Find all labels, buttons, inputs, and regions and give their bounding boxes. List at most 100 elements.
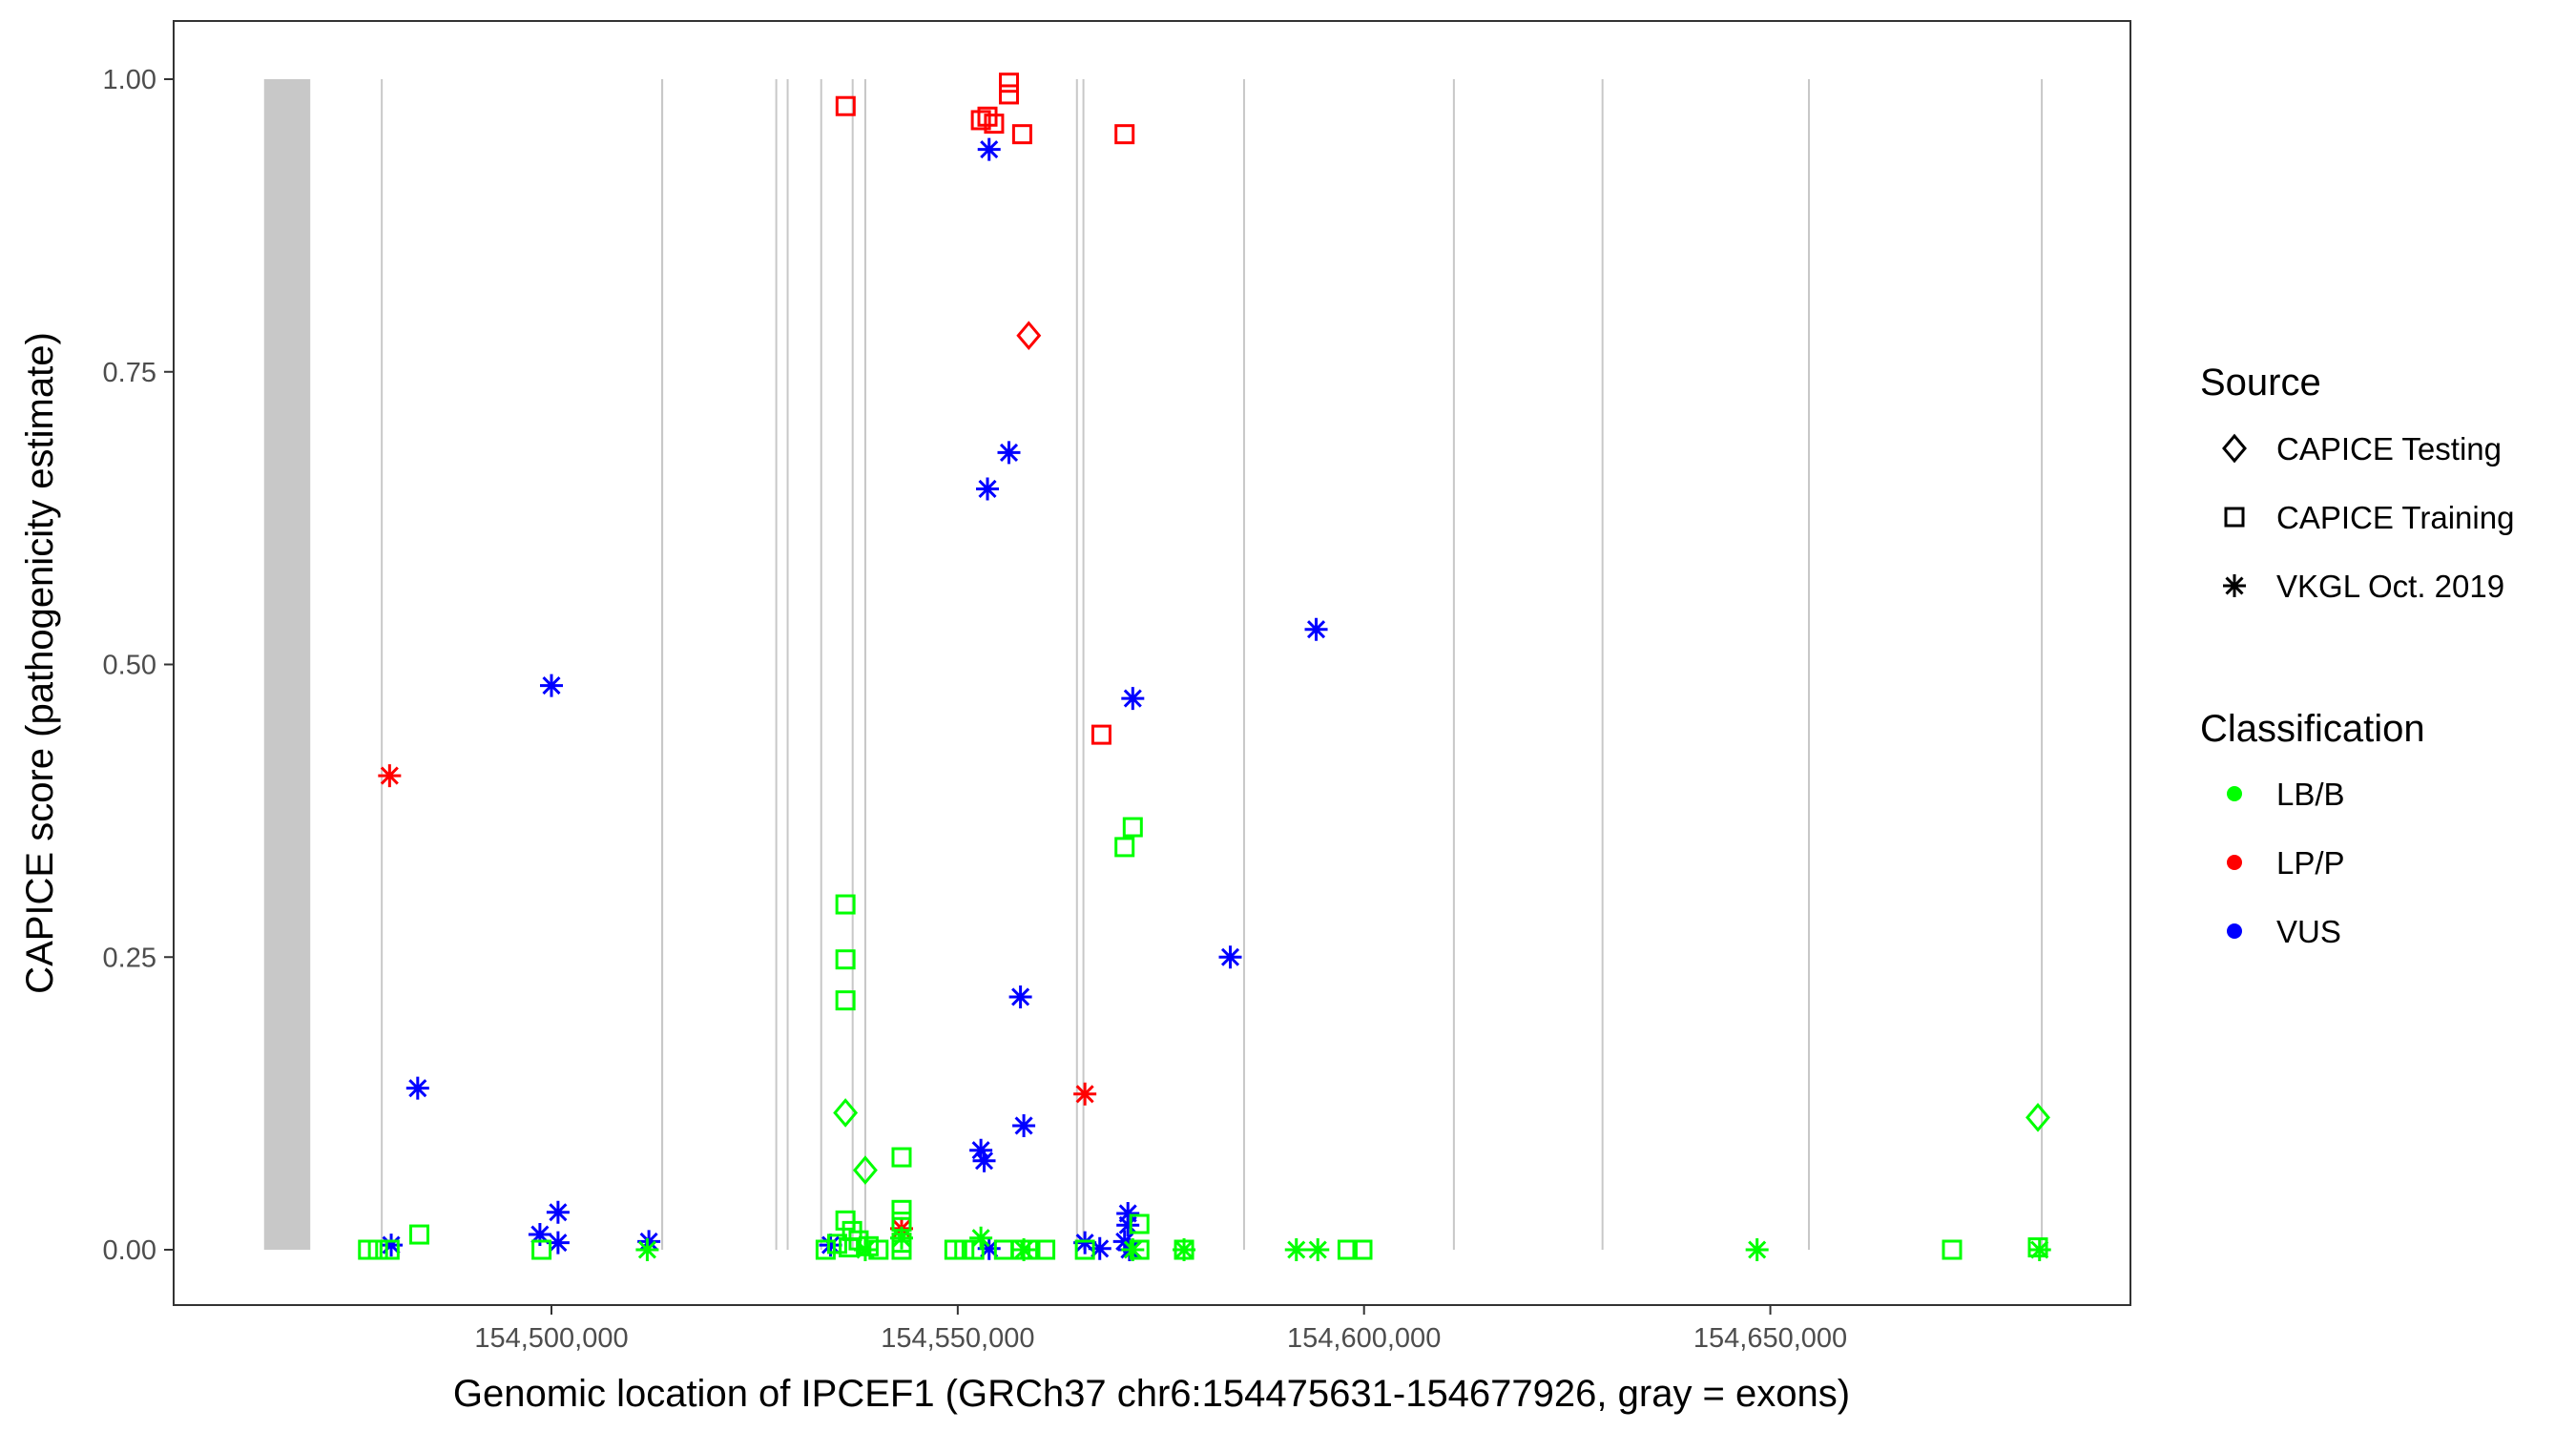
data-point-square xyxy=(984,114,1005,135)
legend-key-star xyxy=(2223,574,2246,597)
data-point-square xyxy=(1129,1213,1150,1234)
y-tick-label: 1.00 xyxy=(103,65,156,95)
legend: Source CAPICE Testing CAPICE Training VKGL… xyxy=(2200,362,2514,949)
legend-key-color xyxy=(2227,855,2242,870)
data-point-star xyxy=(2027,1238,2051,1261)
data-point-star xyxy=(1218,945,1242,969)
data-point-square xyxy=(826,1234,847,1255)
exon-band xyxy=(2041,79,2044,1250)
data-point-star xyxy=(977,1236,1001,1260)
data-point-star xyxy=(637,1230,661,1254)
data-point-star xyxy=(889,1226,913,1250)
y-tick-label: 0.25 xyxy=(103,943,156,973)
data-point-square xyxy=(835,95,856,116)
exon-band xyxy=(660,79,664,1250)
exon-band xyxy=(1075,79,1078,1250)
legend-source-label: CAPICE Testing xyxy=(2276,431,2502,467)
legend-source-title: Source xyxy=(2200,362,2321,404)
data-point-square xyxy=(1011,124,1032,145)
exon-band xyxy=(851,79,854,1250)
legend-key-color xyxy=(2227,786,2242,801)
exon-band xyxy=(820,79,822,1250)
data-point-square xyxy=(891,1212,912,1233)
exon-band xyxy=(263,79,311,1250)
data-point-star xyxy=(969,1138,993,1162)
exon-band xyxy=(1242,79,1245,1250)
data-point-star xyxy=(1116,1213,1140,1237)
data-point-diamond xyxy=(2025,1103,2050,1132)
plot-panel-border xyxy=(173,20,2131,1306)
legend-key-square xyxy=(2224,507,2245,528)
data-point-star xyxy=(819,1234,842,1257)
legend-class-label: VUS xyxy=(2276,914,2341,949)
data-point-star xyxy=(1088,1236,1111,1260)
x-tick-label: 154,650,000 xyxy=(1693,1323,1847,1354)
data-point-square xyxy=(1352,1239,1373,1260)
data-point-star xyxy=(1745,1238,1769,1261)
y-tick-label: 0.50 xyxy=(103,651,156,681)
data-point-star xyxy=(1012,1238,1036,1261)
data-point-square xyxy=(1035,1239,1056,1260)
data-point-star xyxy=(969,1226,993,1250)
data-point-square xyxy=(409,1224,430,1245)
data-point-square xyxy=(1091,724,1111,745)
x-tick-label: 154,600,000 xyxy=(1287,1323,1441,1354)
data-point-square xyxy=(1074,1239,1095,1260)
data-point-star xyxy=(1304,617,1328,641)
data-point-square xyxy=(891,1233,912,1254)
data-point-square xyxy=(1337,1239,1358,1260)
data-point-square xyxy=(999,73,1020,93)
data-point-square xyxy=(2027,1237,2048,1258)
data-point-square xyxy=(1114,124,1135,145)
data-point-star xyxy=(528,1223,551,1247)
y-tick-label: 0.00 xyxy=(103,1235,156,1266)
data-point-square xyxy=(891,1199,912,1220)
exon-band xyxy=(1082,79,1085,1250)
data-point-diamond xyxy=(852,1155,878,1185)
data-point-star xyxy=(1284,1238,1308,1261)
data-point-square xyxy=(835,990,856,1011)
exon-band xyxy=(381,79,384,1250)
data-point-square xyxy=(970,110,991,131)
data-point-star xyxy=(405,1076,429,1100)
x-tick-label: 154,550,000 xyxy=(881,1323,1034,1354)
data-point-star xyxy=(378,764,402,788)
data-point-star xyxy=(1121,1238,1145,1261)
y-tick-label: 0.75 xyxy=(103,358,156,388)
data-point-star xyxy=(1012,1113,1036,1137)
data-point-star xyxy=(1173,1238,1196,1261)
data-point-star xyxy=(1306,1238,1330,1261)
data-point-square xyxy=(964,1239,985,1260)
legend-classification-title: Classification xyxy=(2200,708,2425,750)
legend-source-label: VKGL Oct. 2019 xyxy=(2276,569,2504,604)
data-point-square xyxy=(1129,1239,1150,1260)
data-point-square xyxy=(367,1239,388,1260)
exon-band xyxy=(863,79,867,1250)
data-point-diamond xyxy=(1016,321,1042,351)
legend-class-label: LP/P xyxy=(2276,845,2345,881)
data-point-star xyxy=(977,137,1001,161)
data-points xyxy=(358,73,2051,1261)
exon-band xyxy=(1807,79,1810,1250)
data-point-star xyxy=(546,1231,570,1255)
exon-band xyxy=(1601,79,1604,1250)
legend-key-color xyxy=(2227,923,2242,939)
data-point-star xyxy=(540,674,563,697)
data-point-square xyxy=(835,1210,856,1231)
data-point-star xyxy=(546,1200,570,1224)
legend-key-diamond xyxy=(2222,433,2247,464)
data-point-star xyxy=(976,477,1000,501)
data-point-square xyxy=(815,1239,836,1260)
data-point-star xyxy=(972,1149,996,1172)
data-point-square xyxy=(835,949,856,970)
data-point-square xyxy=(1942,1239,1963,1260)
x-tick-label: 154,500,000 xyxy=(474,1323,628,1354)
data-point-star xyxy=(1073,1231,1097,1255)
exon-bands xyxy=(263,79,2044,1250)
data-point-square xyxy=(1122,817,1143,838)
data-point-square xyxy=(977,106,998,127)
data-point-square xyxy=(1114,837,1135,858)
legend-source-label: CAPICE Training xyxy=(2276,500,2514,535)
data-point-square xyxy=(891,1147,912,1168)
